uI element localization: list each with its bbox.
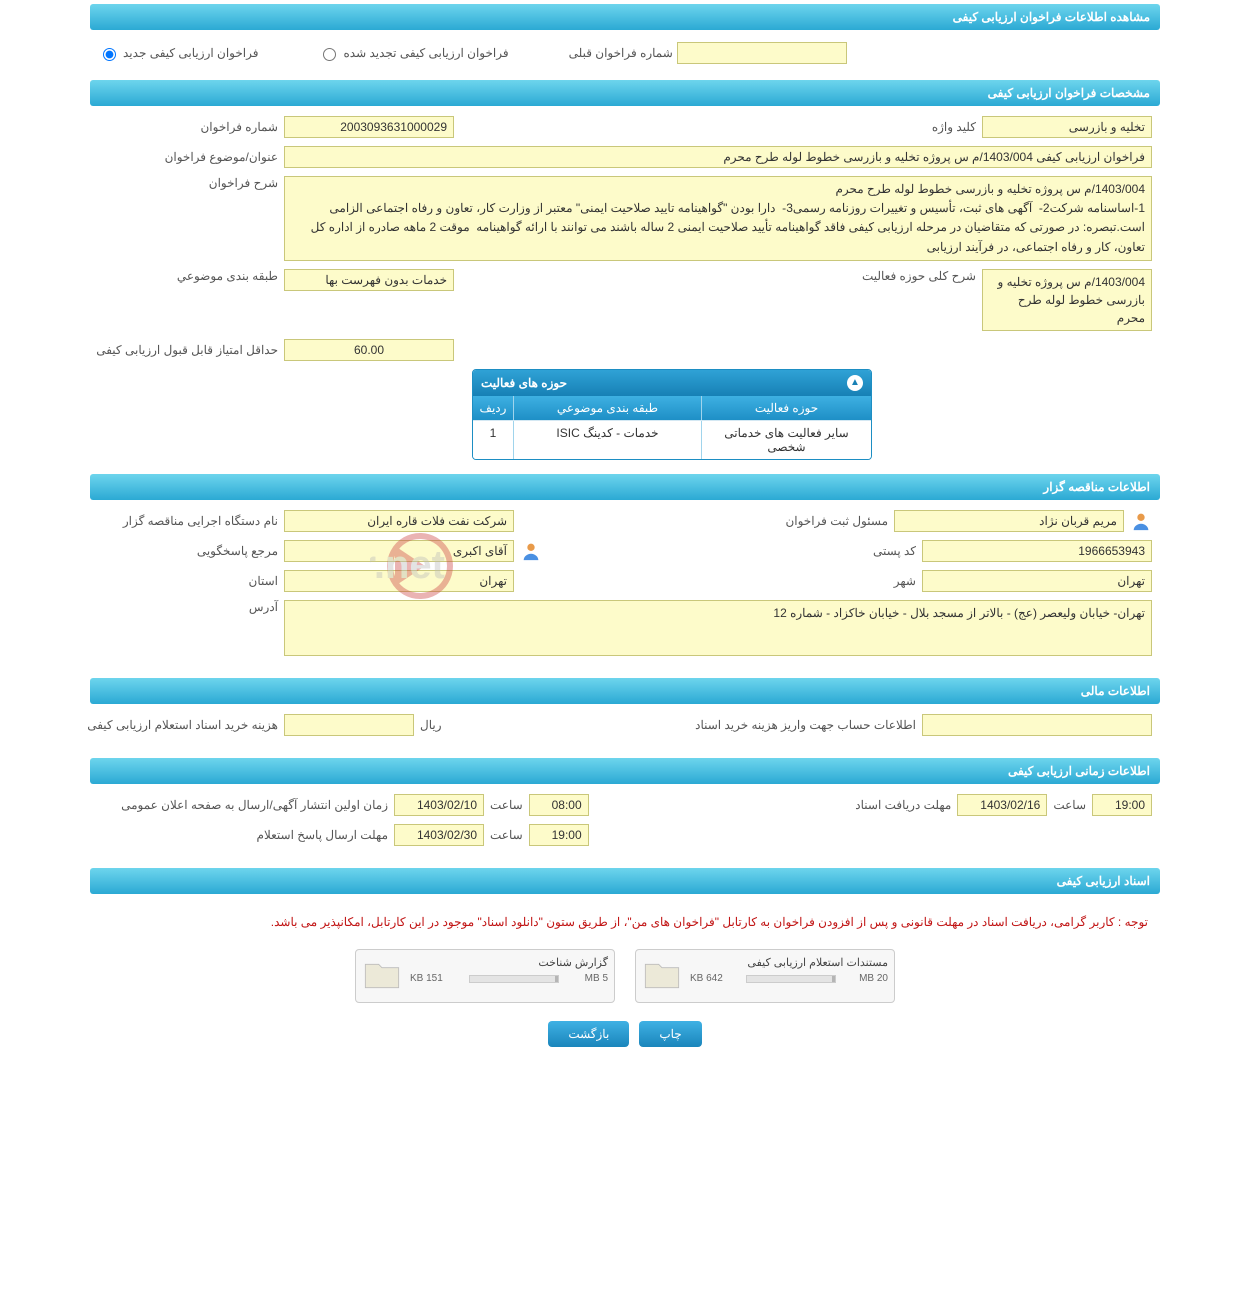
address-field: تهران- خیابان ولیعصر (عج) - بالاتر از مس…: [284, 600, 1152, 656]
page-title-bar: مشاهده اطلاعات فراخوان ارزیابی کیفی: [90, 4, 1160, 30]
back-button[interactable]: بازگشت: [548, 1021, 629, 1047]
file-size: 642 KB: [690, 973, 723, 984]
call-type-radios: فراخوان ارزیابی کیفی جدید فراخوان ارزیاب…: [90, 30, 1160, 76]
firstpub-date: 1403/02/10: [394, 794, 484, 816]
folder-icon: [362, 956, 402, 996]
reply-label: مهلت ارسال پاسخ استعلام: [98, 828, 388, 842]
activity-table-head: ردیف طبقه بندی موضوعي حوزه فعالیت: [473, 396, 871, 420]
city-field: تهران: [922, 570, 1152, 592]
section-docs-body: توجه : کاربر گرامی، دریافت اسناد در مهلت…: [90, 894, 1160, 1076]
call-no-label: شماره فراخوان: [98, 120, 278, 134]
deadline-date: 1403/02/16: [957, 794, 1047, 816]
city-label: شهر: [796, 574, 916, 588]
section-bidder-body: نام دستگاه اجرایی مناقصه گزار شرکت نفت ف…: [90, 500, 1160, 674]
account-field: [922, 714, 1152, 736]
province-label: استان: [98, 574, 278, 588]
currency-label: ریال: [420, 718, 442, 732]
responder-field: آقای اکبری: [284, 540, 514, 562]
activity-desc-label: شرح کلی حوزه فعالیت: [856, 269, 976, 283]
section-bidder-header: اطلاعات مناقصه گزار: [90, 474, 1160, 500]
desc-label: شرح فراخوان: [98, 176, 278, 190]
responder-label: مرجع پاسخگویی: [98, 544, 278, 558]
hour-label-3: ساعت: [490, 828, 523, 842]
col-idx: ردیف: [473, 396, 513, 420]
activity-table-title: حوزه های فعالیت: [481, 376, 567, 390]
subject-class-field: خدمات بدون فهرست بها: [284, 269, 454, 291]
docs-notice: توجه : کاربر گرامی، دریافت اسناد در مهلت…: [98, 904, 1152, 942]
reply-date: 1403/02/30: [394, 824, 484, 846]
org-field: شرکت نفت فلات قاره ایران: [284, 510, 514, 532]
file-limit: 5 MB: [585, 973, 608, 984]
keyword-label: کلید واژه: [886, 120, 976, 134]
desc-field: 1403/004/م س پروژه تخلیه و بازرسی خطوط ل…: [284, 176, 1152, 261]
radio-renewed[interactable]: [323, 48, 336, 61]
file-title: گزارش شناخت: [410, 956, 608, 969]
user-icon: [520, 540, 542, 562]
postal-field: 1966653943: [922, 540, 1152, 562]
title-field: فراخوان ارزیابی کیفی 1403/004/م س پروژه …: [284, 146, 1152, 168]
address-label: آدرس: [98, 600, 278, 614]
account-label: اطلاعات حساب جهت واریز هزینه خرید اسناد: [776, 716, 916, 734]
section-financial-header: اطلاعات مالی: [90, 678, 1160, 704]
section-timing-body: زمان اولین انتشار آگهی/ارسال به صفحه اعل…: [90, 784, 1160, 864]
col-act: حوزه فعالیت: [701, 396, 871, 420]
title-label: عنوان/موضوع فراخوان: [98, 150, 278, 164]
file-limit: 20 MB: [859, 973, 888, 984]
section-spec-body: AriaTender.net شماره فراخوان 20030936310…: [90, 106, 1160, 470]
file-card[interactable]: مستندات استعلام ارزیابی کیفی 642 KB 20 M…: [635, 949, 895, 1003]
col-cat: طبقه بندی موضوعي: [513, 396, 701, 420]
activity-table: حوزه های فعالیت ▲ ردیف طبقه بندی موضوعي …: [472, 369, 872, 460]
radio-new[interactable]: [103, 48, 116, 61]
collapse-icon[interactable]: ▲: [847, 375, 863, 391]
reg-label: مسئول ثبت فراخوان: [768, 514, 888, 528]
keyword-field: تخلیه و بازرسی: [982, 116, 1152, 138]
section-spec-header: مشخصات فراخوان ارزیابی کیفی: [90, 80, 1160, 106]
deadline-label: مهلت دریافت اسناد: [831, 798, 951, 812]
min-score-label: حداقل امتیاز قابل قبول ارزیابی کیفی: [98, 343, 278, 357]
reg-field: مریم قربان نژاد: [894, 510, 1124, 532]
reply-time: 19:00: [529, 824, 589, 846]
org-label: نام دستگاه اجرایی مناقصه گزار: [98, 514, 278, 528]
hour-label-2: ساعت: [1053, 798, 1086, 812]
hour-label-1: ساعت: [490, 798, 523, 812]
print-button[interactable]: چاپ: [639, 1021, 701, 1047]
firstpub-label: زمان اولین انتشار آگهی/ارسال به صفحه اعل…: [98, 798, 388, 812]
postal-label: کد پستی: [796, 544, 916, 558]
section-timing-header: اطلاعات زمانی ارزیابی کیفی: [90, 758, 1160, 784]
cost-field: [284, 714, 414, 736]
province-field: تهران: [284, 570, 514, 592]
page-title: مشاهده اطلاعات فراخوان ارزیابی کیفی: [953, 10, 1150, 24]
firstpub-time: 08:00: [529, 794, 589, 816]
radio-renewed-label: فراخوان ارزیابی کیفی تجدید شده: [343, 46, 508, 60]
radio-new-label: فراخوان ارزیابی کیفی جدید: [123, 46, 258, 60]
min-score-field: 60.00: [284, 339, 454, 361]
folder-icon: [642, 956, 682, 996]
file-card[interactable]: گزارش شناخت 151 KB 5 MB: [355, 949, 615, 1003]
cell-idx: 1: [473, 421, 513, 459]
call-no-field: 2003093631000029: [284, 116, 454, 138]
subject-class-label: طبقه بندی موضوعي: [98, 269, 278, 283]
file-progress-bar: [746, 975, 836, 983]
file-size: 151 KB: [410, 973, 443, 984]
file-title: مستندات استعلام ارزیابی کیفی: [690, 956, 888, 969]
section-docs-header: اسناد ارزیابی کیفی: [90, 868, 1160, 894]
deadline-time: 19:00: [1092, 794, 1152, 816]
cell-act: سایر فعالیت های خدماتی شخصی: [701, 421, 871, 459]
activity-desc-field: 1403/004/م س پروژه تخلیه و بازرسی خطوط ل…: [982, 269, 1152, 331]
prev-call-label: شماره فراخوان قبلی: [569, 46, 673, 60]
cost-label: هزینه خرید اسناد استعلام ارزیابی کیفی: [98, 716, 278, 734]
user-icon: [1130, 510, 1152, 532]
prev-call-field: [677, 42, 847, 64]
table-row: 1 خدمات - کدینگ ISIC سایر فعالیت های خدم…: [473, 420, 871, 459]
cell-cat: خدمات - کدینگ ISIC: [513, 421, 701, 459]
section-financial-body: هزینه خرید اسناد استعلام ارزیابی کیفی ری…: [90, 704, 1160, 754]
file-progress-bar: [469, 975, 559, 983]
